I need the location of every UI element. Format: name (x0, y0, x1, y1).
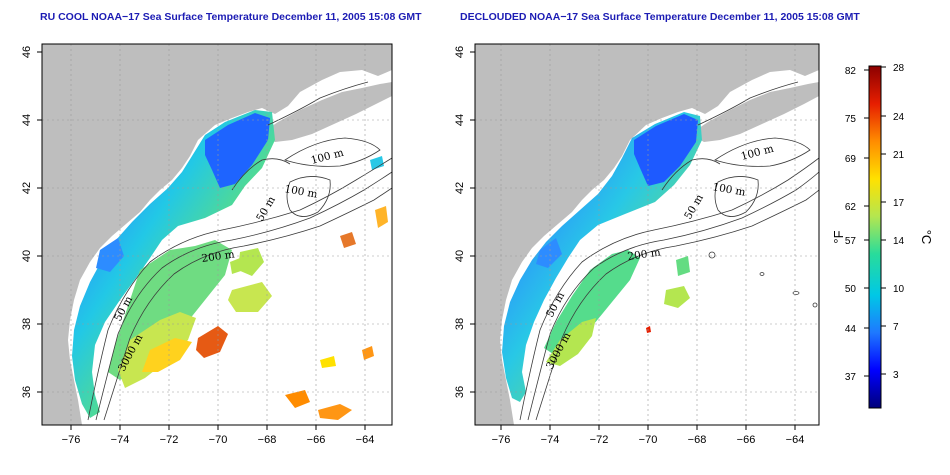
right-lon-axis (500, 425, 796, 430)
colorbar-c-tick: 21 (893, 150, 905, 161)
right-land (475, 44, 819, 425)
left-contour-label-100m-b: 100 m (283, 183, 318, 201)
right-panel-title: DECLOUDED NOAA−17 Sea Surface Temperatur… (460, 11, 860, 23)
left-lat-tick: 36 (21, 386, 33, 398)
right-sst-data (502, 112, 702, 402)
colorbar-f-tick: 75 (845, 114, 857, 125)
colorbar-f-tick: 57 (845, 236, 857, 247)
right-nova-scotia (690, 82, 819, 142)
right-lon-tick: −72 (590, 434, 609, 446)
right-lon-tick: −64 (786, 434, 805, 446)
left-map-frame (41, 43, 393, 426)
colorbar-fahrenheit-unit: °F (831, 230, 846, 243)
right-map-panel: 100 m 100 m 50 m 200 m 50 m 3000 m (454, 43, 820, 446)
left-lat-tick: 42 (21, 182, 33, 194)
left-graticule (42, 44, 392, 425)
colorbar-ramp (868, 65, 882, 409)
right-contour-label-100m-b: 100 m (711, 181, 746, 199)
right-lon-tick: −68 (688, 434, 707, 446)
left-land (42, 44, 392, 425)
colorbar-f-tick: 82 (845, 66, 857, 77)
right-lat-tick: 44 (454, 114, 466, 126)
colorbar: 82 75 69 62 57 50 44 37 28 24 21 17 14 1… (831, 63, 934, 409)
colorbar-f-tick: 62 (845, 202, 857, 213)
left-contour-label-200m: 200 m (201, 248, 236, 265)
colorbar-c-tick: 24 (893, 112, 905, 123)
left-lon-tick-labels: −76 −74 −72 −70 −68 −66 −64 (62, 434, 375, 446)
right-lat-tick: 38 (454, 318, 466, 330)
colorbar-c-tick: 7 (893, 322, 899, 333)
colorbar-c-tick: 17 (893, 198, 905, 209)
colorbar-c-tick: 3 (893, 370, 899, 381)
left-lon-tick: −74 (111, 434, 130, 446)
right-bathymetry-contours (519, 81, 819, 421)
colorbar-f-tick: 44 (845, 324, 857, 335)
left-panel-title: RU COOL NOAA−17 Sea Surface Temperature … (40, 11, 422, 23)
colorbar-f-tick: 69 (845, 154, 857, 165)
left-map-panel: 100 m 100 m 50 m 200 m 50 m 3000 m (21, 43, 393, 446)
left-lon-axis (70, 425, 366, 430)
colorbar-f-tick: 50 (845, 284, 857, 295)
right-lon-tick: −74 (541, 434, 560, 446)
colorbar-c-tick: 10 (893, 284, 905, 295)
right-lon-tick: −70 (639, 434, 658, 446)
right-lat-axis (470, 51, 475, 393)
left-lon-tick: −64 (356, 434, 375, 446)
left-lon-tick: −72 (160, 434, 179, 446)
colorbar-f-tick: 37 (845, 372, 857, 383)
right-lat-tick: 40 (454, 250, 466, 262)
right-lat-tick-labels: 36 38 40 42 44 46 (454, 46, 466, 398)
colorbar-c-tick: 14 (893, 236, 905, 247)
colorbar-f-tick-marks (864, 69, 869, 377)
left-lat-axis (37, 51, 42, 393)
right-lon-tick-labels: −76 −74 −72 −70 −68 −66 −64 (492, 434, 805, 446)
right-lat-tick: 42 (454, 182, 466, 194)
right-contour-label-200m: 200 m (627, 246, 662, 263)
left-lat-tick: 38 (21, 318, 33, 330)
left-lon-tick: −70 (209, 434, 228, 446)
left-lat-tick: 44 (21, 114, 33, 126)
right-lat-tick: 36 (454, 386, 466, 398)
colorbar-fahrenheit-labels: 82 75 69 62 57 50 44 37 (845, 66, 857, 383)
left-lat-tick: 46 (21, 46, 33, 58)
colorbar-celsius-labels: 28 24 21 17 14 10 7 3 (893, 63, 905, 381)
left-lat-tick: 40 (21, 250, 33, 262)
left-lon-tick: −66 (307, 434, 326, 446)
right-graticule (475, 44, 819, 425)
colorbar-c-tick-marks (881, 66, 886, 375)
right-lon-tick: −76 (492, 434, 511, 446)
left-lon-tick: −68 (258, 434, 277, 446)
colorbar-celsius-unit: °C (919, 230, 934, 245)
left-nova-scotia (260, 82, 392, 142)
right-map-frame (474, 43, 820, 426)
left-lat-tick-labels: 36 38 40 42 44 46 (21, 46, 33, 398)
left-lon-tick: −76 (62, 434, 81, 446)
colorbar-c-tick: 28 (893, 63, 905, 74)
right-lon-tick: −66 (737, 434, 756, 446)
left-bathymetry-contours (87, 81, 392, 421)
right-lat-tick: 46 (454, 46, 466, 58)
